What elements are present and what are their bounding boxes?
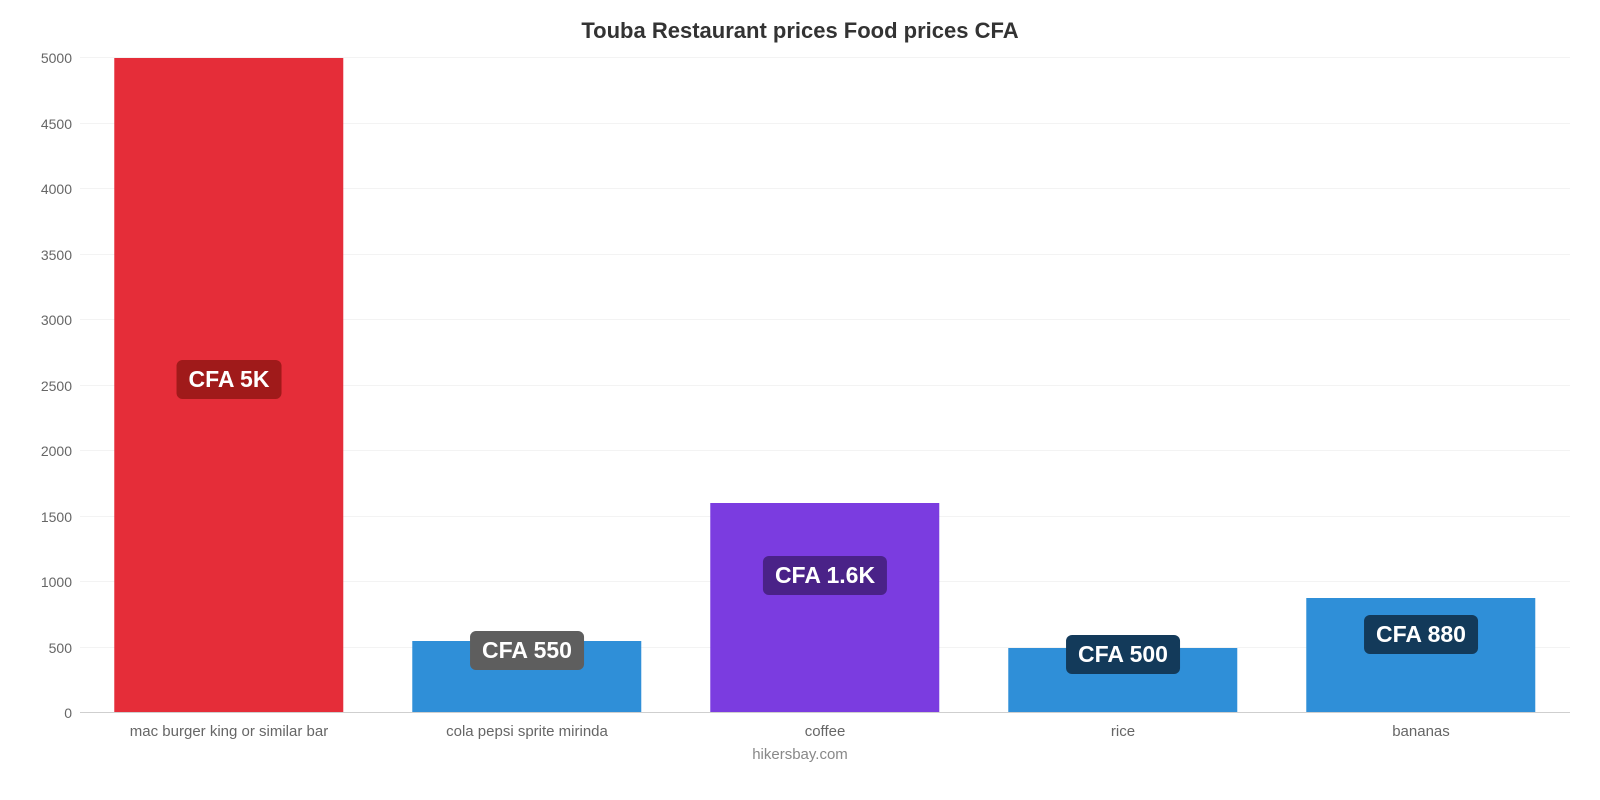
chart-footer: hikersbay.com [30,740,1570,763]
x-tick-label: bananas [1272,713,1570,740]
bar-slot: CFA 880 [1272,58,1570,713]
x-tick-label: rice [974,713,1272,740]
bar-value-label: CFA 1.6K [763,556,887,595]
y-tick-label: 4500 [41,116,80,132]
bar-slot: CFA 550 [378,58,676,713]
chart-title: Touba Restaurant prices Food prices CFA [30,18,1570,44]
y-tick-label: 2500 [41,378,80,394]
y-tick-label: 4000 [41,181,80,197]
bar-slot: CFA 5K [80,58,378,713]
y-tick-label: 2000 [41,443,80,459]
y-tick-label: 1500 [41,509,80,525]
y-tick-label: 5000 [41,50,80,66]
y-tick-label: 0 [64,705,80,721]
bar-value-label: CFA 500 [1066,635,1180,674]
price-chart: Touba Restaurant prices Food prices CFA … [0,0,1600,800]
y-tick-label: 1000 [41,574,80,590]
y-tick-label: 500 [49,640,80,656]
bars-container: CFA 5K CFA 550 CFA 1.6K CFA 500 CFA 880 [80,58,1570,713]
x-tick-label: mac burger king or similar bar [80,713,378,740]
bar [710,503,939,713]
bar-value-label: CFA 880 [1364,615,1478,654]
bar-slot: CFA 1.6K [676,58,974,713]
bar-value-label: CFA 550 [470,631,584,670]
plot-area: 0500100015002000250030003500400045005000… [80,58,1570,713]
x-tick-label: coffee [676,713,974,740]
y-tick-label: 3500 [41,247,80,263]
bar-value-label: CFA 5K [177,360,282,399]
bar-slot: CFA 500 [974,58,1272,713]
y-tick-label: 3000 [41,312,80,328]
x-tick-label: cola pepsi sprite mirinda [378,713,676,740]
x-axis-labels: mac burger king or similar barcola pepsi… [80,713,1570,740]
